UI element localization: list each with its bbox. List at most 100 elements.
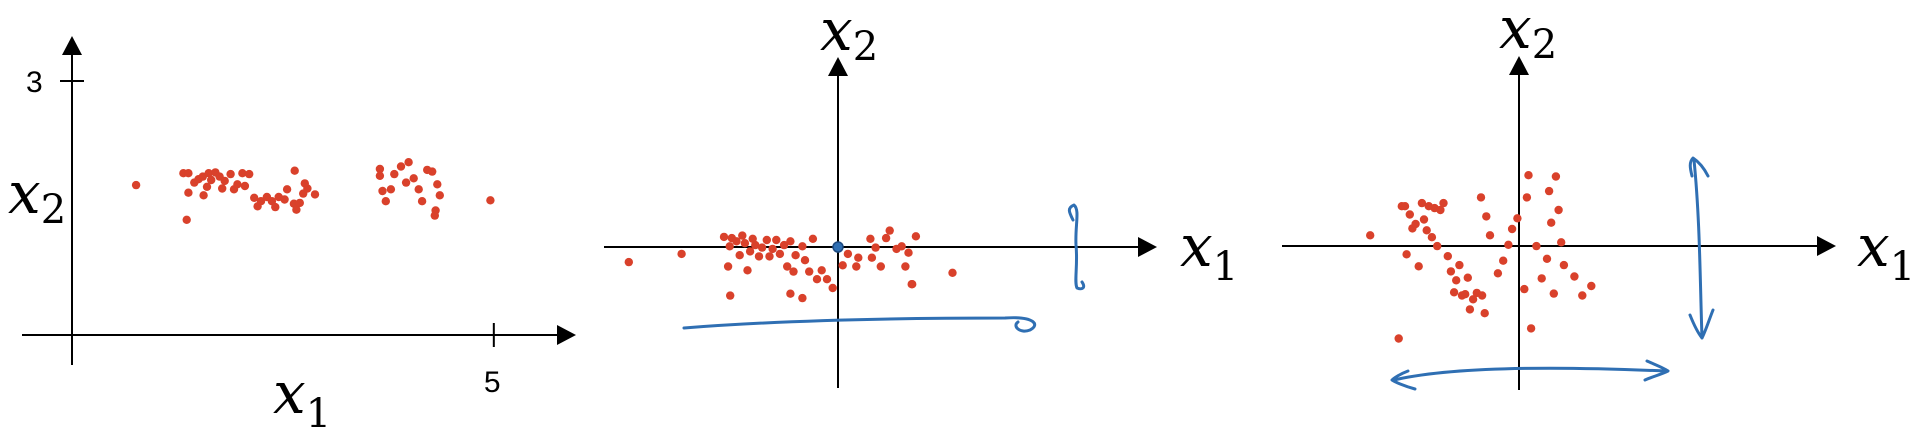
panel-normalized-variance: x2 x1 (1282, 0, 1915, 391)
data-point-33 (1485, 231, 1495, 240)
data-point-37 (843, 249, 853, 259)
data-point-24 (786, 237, 795, 246)
data-point-21 (240, 181, 250, 191)
y-axis-label-base: x (1499, 0, 1532, 62)
x2-axis-arrowhead (828, 57, 848, 76)
data-point-21 (775, 249, 785, 259)
data-point-20 (1449, 288, 1459, 297)
data-point-4 (725, 242, 734, 251)
data-point-1 (624, 257, 633, 267)
y-axis-label: x2 (8, 159, 66, 233)
x2-axis-arrowhead (1509, 56, 1529, 75)
vertical-double-arrow (1688, 156, 1715, 340)
data-point-34 (828, 283, 837, 293)
x-axis-label: x1 (1857, 212, 1915, 290)
x-tick-label: 5 (484, 366, 501, 399)
data-point-41 (786, 289, 795, 298)
data-point-42 (1532, 241, 1541, 251)
y-axis-label-sub: 2 (41, 187, 66, 233)
x-axis-label-base: x (273, 359, 306, 427)
data-point-36 (838, 261, 847, 270)
x-axis-label-sub: 1 (306, 391, 331, 437)
data-point-16 (1436, 205, 1445, 215)
data-point-31 (812, 275, 822, 284)
data-point-22 (779, 240, 789, 250)
data-point-4 (184, 188, 193, 197)
narrow-spread-arrow (1067, 203, 1086, 291)
data-point-13 (1427, 233, 1437, 242)
data-point-43 (381, 197, 390, 206)
data-point-19 (768, 244, 777, 254)
data-point-9 (1417, 198, 1427, 208)
data-point-19 (1446, 267, 1456, 276)
data-point-24 (1461, 290, 1470, 299)
data-point-22 (1455, 260, 1464, 270)
data-point-39 (854, 253, 863, 262)
data-point-4 (1402, 250, 1411, 259)
y-axis-label: x2 (1499, 0, 1557, 68)
x1-axis-arrowhead (557, 325, 576, 345)
data-point-9 (738, 231, 747, 240)
data-point-40 (726, 291, 735, 300)
horizontal-double-arrow (1390, 359, 1670, 391)
data-point-22 (245, 169, 254, 179)
data-point-41 (1524, 171, 1533, 180)
data-point-40 (1522, 193, 1532, 202)
data-point-42 (378, 186, 387, 196)
data-point-20 (772, 235, 781, 245)
data-point-26 (1465, 305, 1475, 314)
x1-axis-arrowhead (1138, 237, 1157, 257)
data-point-48 (1551, 172, 1561, 181)
data-point-35 (1499, 256, 1508, 265)
data-point-15 (218, 184, 227, 193)
data-point-37 (290, 166, 299, 175)
data-point-10 (202, 182, 212, 191)
data-point-44 (386, 185, 396, 194)
data-point-49 (1554, 205, 1563, 215)
data-point-45 (390, 169, 399, 179)
data-point-23 (783, 262, 792, 271)
data-point-18 (1443, 252, 1453, 261)
data-point-21 (1452, 276, 1461, 285)
data-point-27 (798, 242, 807, 251)
data-point-34 (295, 198, 304, 208)
data-point-43 (1537, 274, 1546, 283)
data-point-11 (743, 266, 752, 275)
data-point-42 (798, 293, 807, 303)
data-point-7 (1411, 219, 1420, 229)
data-point-55 (948, 268, 957, 277)
data-point-56 (907, 280, 916, 289)
data-point-57 (430, 211, 439, 220)
y-axis-label-base: x (8, 159, 41, 227)
data-point-28 (800, 256, 810, 265)
x-axis-label-sub: 1 (1890, 244, 1915, 290)
data-point-33 (292, 205, 301, 214)
panel-mean-subtracted: x2 x1 (604, 0, 1238, 388)
data-point-10 (1419, 215, 1429, 224)
data-point-10 (740, 239, 750, 248)
data-point-8 (735, 251, 744, 260)
data-point-5 (182, 215, 191, 224)
data-point-30 (1480, 309, 1489, 318)
data-point-9 (199, 191, 208, 200)
data-point-11 (1422, 226, 1431, 235)
data-point-56 (1526, 324, 1536, 333)
data-point-18 (765, 252, 774, 261)
data-point-34 (1493, 269, 1503, 278)
data-point-52 (1570, 272, 1579, 281)
data-point-54 (1587, 281, 1596, 291)
data-point-47 (881, 233, 891, 243)
data-point-51 (1559, 260, 1569, 270)
data-point-48 (885, 226, 894, 235)
data-point-17 (1439, 198, 1448, 208)
y-axis-label-sub: 2 (853, 24, 878, 70)
data-point-43 (866, 234, 875, 243)
data-point-12 (745, 247, 755, 256)
data-point-30 (808, 234, 818, 243)
data-points (131, 158, 495, 224)
data-point-39 (1520, 284, 1529, 294)
data-point-49 (409, 174, 418, 183)
data-point-46 (396, 162, 406, 171)
data-point-7 (732, 237, 741, 246)
